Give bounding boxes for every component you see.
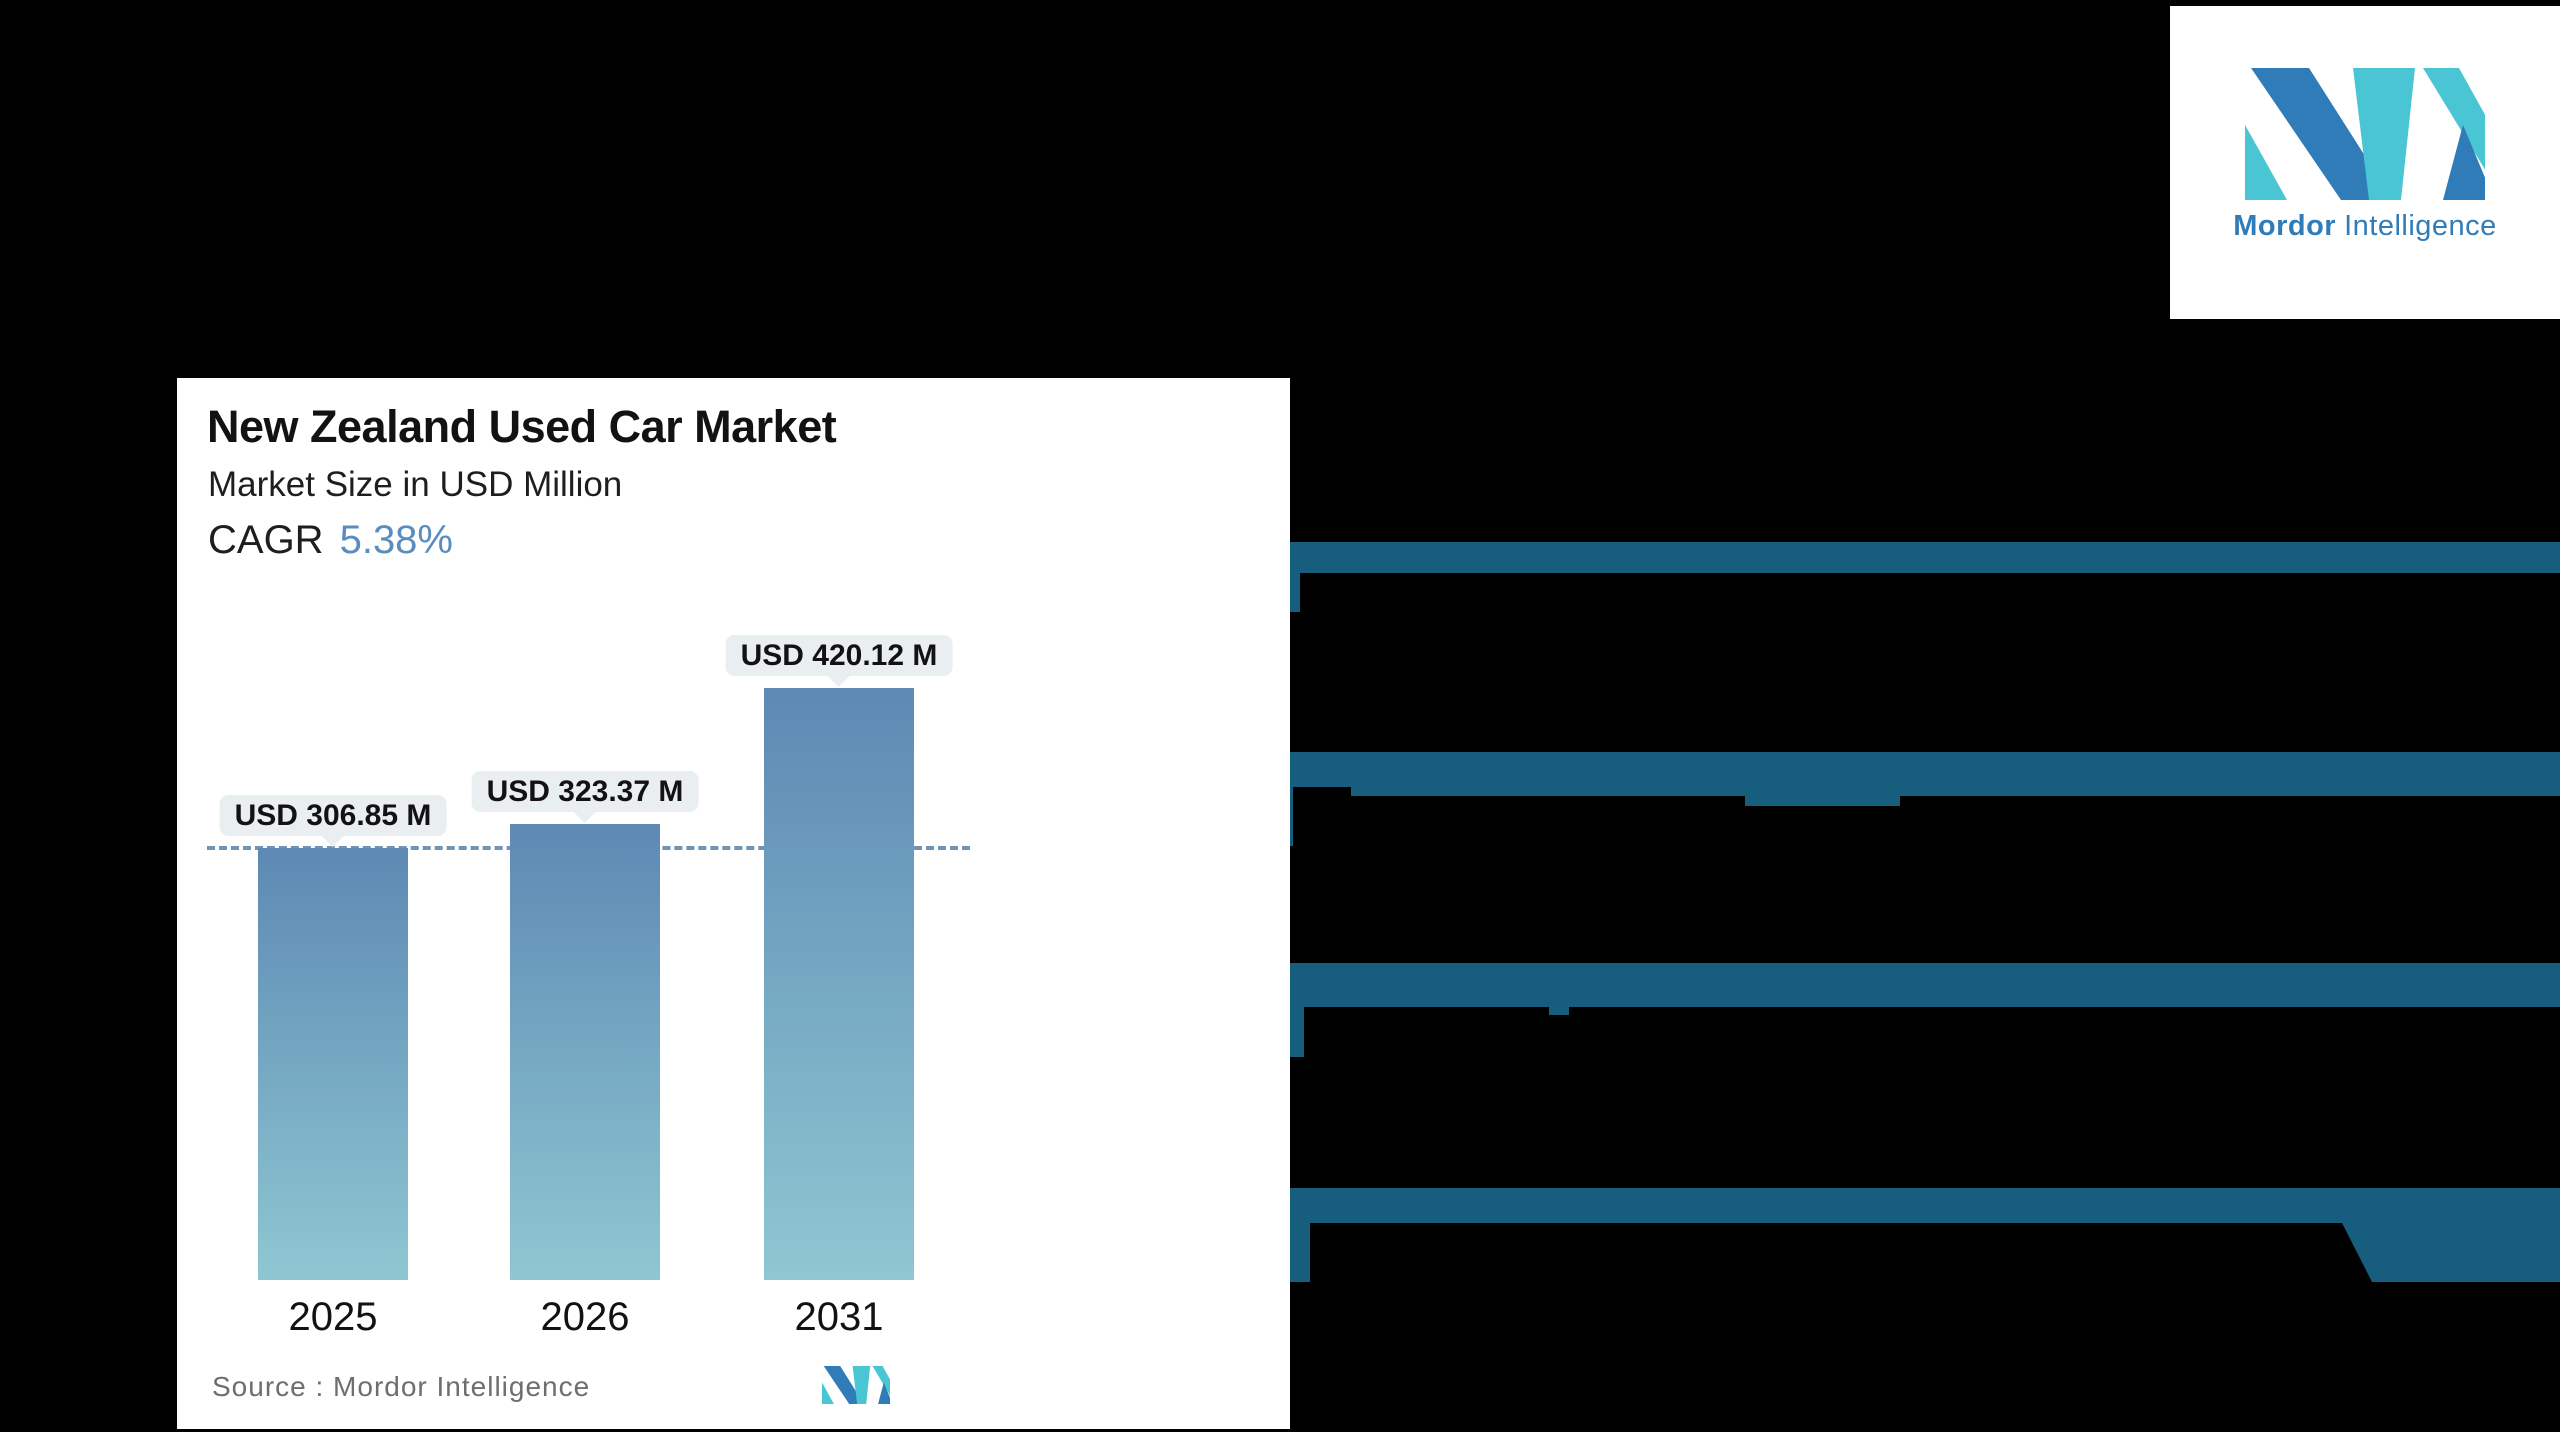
cagr-row: CAGR 5.38% xyxy=(208,518,453,562)
brand-name-bold: Mordor xyxy=(2233,210,2337,242)
obscured-text-band-1 xyxy=(1300,573,2560,642)
obscured-text-band-2-initial xyxy=(1293,787,1351,871)
brand-name: Mordor Intelligence xyxy=(2170,210,2560,243)
year-label-2026: 2026 xyxy=(540,1295,630,1339)
value-callout-2026: USD 323.37 M xyxy=(471,771,699,813)
source-label: Source : Mordor Intelligence xyxy=(212,1371,591,1402)
bar-2025 xyxy=(258,847,408,1280)
bar-2026 xyxy=(510,824,660,1280)
brand-name-regular: Intelligence xyxy=(2344,210,2497,242)
brand-logo-box: Mordor Intelligence xyxy=(2170,6,2560,319)
obscured-text-band-2 xyxy=(1745,806,1900,905)
cagr-label: CAGR xyxy=(208,518,324,562)
chart-panel: New Zealand Used Car Market Market Size … xyxy=(177,378,1290,1429)
value-callout-2025: USD 306.85 M xyxy=(219,794,447,836)
value-callout-2031: USD 420.12 M xyxy=(725,635,953,676)
obscured-text-band-3 xyxy=(1304,1007,1549,1062)
year-label-2025: 2025 xyxy=(288,1295,378,1339)
cagr-value: 5.38% xyxy=(339,518,453,562)
mordor-intelligence-logo-icon xyxy=(2245,68,2485,200)
obscured-text-band-2 xyxy=(1351,796,1745,905)
source-logo-icon xyxy=(822,1366,890,1404)
obscured-heading-line-1 xyxy=(1334,396,2560,458)
obscured-heading-line-2 xyxy=(1343,450,2560,478)
obscured-text-band-3 xyxy=(1569,1007,2560,1062)
obscured-text-band-3 xyxy=(1549,1015,1569,1062)
year-label-2031: 2031 xyxy=(794,1295,884,1339)
chart-subtitle: Market Size in USD Million xyxy=(208,465,623,504)
bar-chart: USD 306.85 M 2025 USD 323.37 M 2026 USD 420.… xyxy=(177,378,1290,1429)
obscured-text-band-4 xyxy=(1310,1223,2372,1282)
obscured-text-band-2 xyxy=(1900,796,2560,905)
bar-2031 xyxy=(764,688,914,1280)
chart-title: New Zealand Used Car Market xyxy=(207,401,837,452)
